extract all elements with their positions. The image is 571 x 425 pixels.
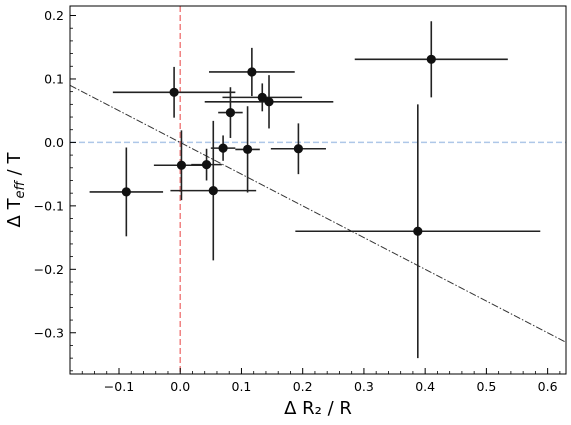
y-tick-label: −0.1 (34, 198, 64, 213)
y-axis-label: Δ Teff / T (4, 152, 28, 228)
data-point-3 (201, 160, 212, 170)
x-tick-label: 0.3 (354, 379, 374, 394)
x-tick-label: 0.5 (476, 379, 496, 394)
y-tick-label: 0.1 (44, 71, 64, 86)
data-point-11 (293, 144, 304, 154)
x-tick-label: 0.0 (170, 379, 190, 394)
axis-ticks: −0.1 0.0 0.1 0.2 0.3 0.4 0.5 0.6 −0.3 −0.2 −0.1 0.0… (34, 8, 561, 394)
data-point-2 (176, 160, 187, 170)
x-tick-label: 0.2 (293, 379, 313, 394)
trend-line (70, 84, 566, 343)
data-points (121, 54, 436, 236)
data-point-8 (247, 67, 257, 77)
data-point-5 (218, 143, 228, 153)
y-axis-label-main: Δ T (4, 197, 25, 227)
data-point-9 (257, 92, 267, 102)
error-bars (89, 21, 541, 359)
x-tick-label: 0.6 (538, 379, 558, 394)
data-point-4 (208, 186, 218, 196)
data-point-0 (121, 187, 131, 197)
data-point-6 (225, 107, 236, 118)
x-tick-label: 0.4 (415, 379, 435, 394)
y-tick-label: 0.2 (44, 8, 64, 23)
data-point-10 (264, 97, 274, 107)
reference-lines (70, 6, 566, 374)
data-point-12 (413, 226, 423, 236)
y-axis-label-rest: / T (4, 152, 25, 182)
y-tick-label: −0.3 (34, 325, 64, 340)
x-tick-label: −0.1 (104, 379, 134, 394)
x-axis-label: Δ R₂ / R (284, 398, 352, 419)
data-point-1 (169, 87, 179, 97)
data-point-13 (426, 54, 436, 64)
x-tick-label: 0.1 (232, 379, 252, 394)
y-tick-label: −0.2 (34, 262, 64, 277)
y-axis-label-sub: eff (13, 179, 28, 198)
y-tick-label: 0.0 (44, 135, 64, 150)
plot-frame (69, 5, 567, 375)
data-point-7 (242, 144, 253, 154)
